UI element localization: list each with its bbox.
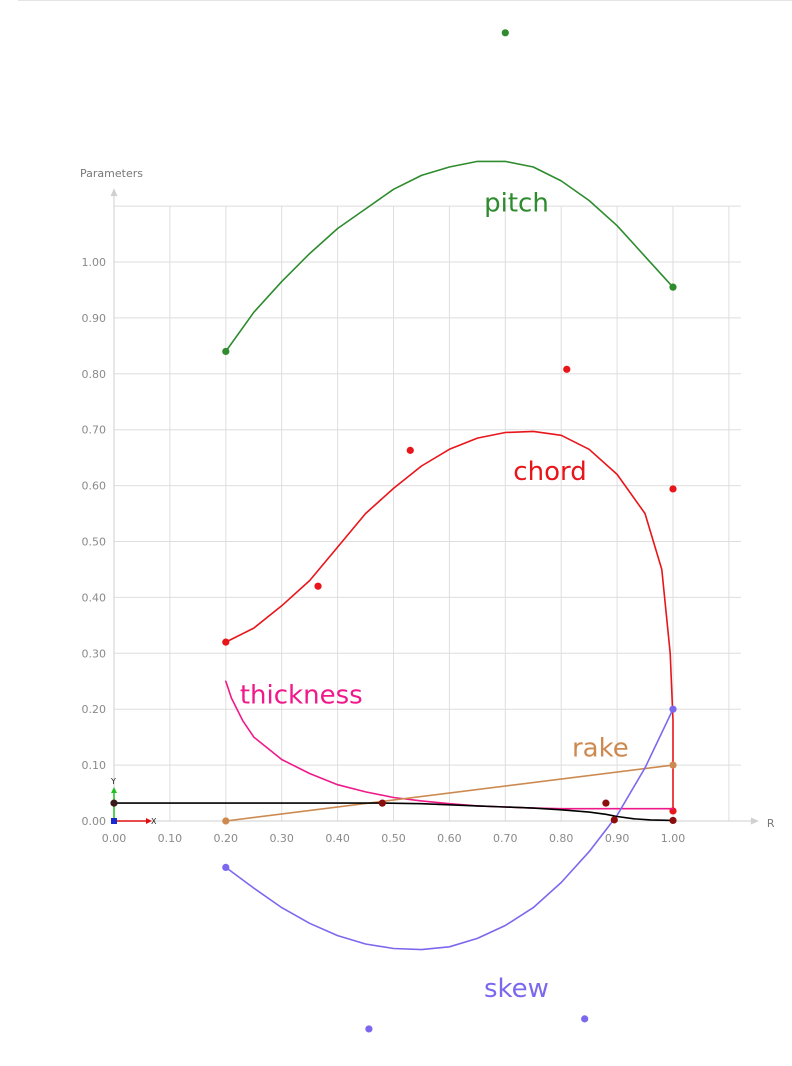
x-axis-arrow-icon bbox=[750, 817, 759, 825]
y-tick-label: 0.90 bbox=[82, 312, 107, 325]
x-tick-label: 0.20 bbox=[214, 832, 239, 845]
x-tick-label: 0.40 bbox=[325, 832, 350, 845]
series-line-skew bbox=[225, 708, 674, 951]
x-tick-label: 1.00 bbox=[661, 832, 686, 845]
control-point-pitch bbox=[669, 283, 677, 291]
x-tick-label: 0.00 bbox=[102, 832, 127, 845]
series-profile bbox=[110, 799, 677, 825]
series-line-pitch bbox=[225, 160, 674, 353]
control-point-skew bbox=[222, 863, 230, 871]
control-point-pitch bbox=[501, 29, 509, 37]
series-label-thickness: thickness bbox=[240, 681, 363, 711]
series-layer: pitch chord thickness rake skew bbox=[110, 29, 677, 1033]
series-label-skew: skew bbox=[484, 974, 549, 1004]
x-axis-title: R bbox=[767, 817, 775, 830]
control-point-chord bbox=[222, 638, 230, 646]
y-tick-label: 0.10 bbox=[82, 759, 107, 772]
control-point-pitch bbox=[222, 347, 230, 356]
control-point-chord bbox=[406, 446, 414, 454]
gizmo-y-label: Y bbox=[110, 777, 116, 786]
control-point-skew bbox=[669, 705, 677, 713]
grid bbox=[114, 205, 741, 821]
x-tick-label: 0.10 bbox=[158, 832, 183, 845]
series-label-rake: rake bbox=[572, 734, 629, 764]
y-tick-label: 0.20 bbox=[82, 703, 107, 716]
control-point-skew bbox=[365, 1025, 373, 1033]
y-tick-label: 0.40 bbox=[82, 591, 107, 604]
control-point-profile bbox=[602, 799, 610, 807]
control-point-profile bbox=[378, 799, 386, 807]
series-pitch: pitch bbox=[222, 29, 677, 356]
gizmo-y-head bbox=[111, 787, 117, 793]
y-tick-label: 0.80 bbox=[82, 368, 107, 381]
control-point-chord bbox=[563, 365, 571, 373]
y-tick-label: 0.70 bbox=[82, 424, 107, 437]
gizmo-origin bbox=[111, 818, 117, 824]
series-thickness: thickness bbox=[225, 680, 674, 810]
control-point-profile bbox=[110, 799, 118, 807]
y-axis-arrow-icon bbox=[110, 188, 118, 197]
control-point-profile bbox=[610, 816, 618, 824]
x-tick-label: 0.50 bbox=[381, 832, 406, 845]
tick-labels: 0.00 0.10 0.20 0.30 0.40 0.50 0.60 0.70 0.80 0.90… bbox=[82, 256, 686, 845]
control-point-chord bbox=[669, 485, 677, 493]
x-tick-label: 0.70 bbox=[493, 832, 518, 845]
series-line-profile bbox=[113, 802, 674, 822]
y-tick-label: 0.50 bbox=[82, 536, 107, 549]
series-line-chord bbox=[225, 430, 674, 812]
control-point-rake bbox=[222, 817, 230, 825]
series-skew: skew bbox=[222, 705, 677, 1033]
series-label-chord: chord bbox=[513, 457, 586, 487]
y-axis-title: Parameters bbox=[80, 167, 143, 180]
series-chord: chord bbox=[222, 365, 677, 815]
top-divider bbox=[18, 0, 792, 1]
control-point-chord bbox=[314, 582, 322, 590]
series-rake: rake bbox=[222, 734, 677, 825]
series-label-pitch: pitch bbox=[484, 189, 549, 219]
control-point-skew bbox=[581, 1015, 589, 1023]
gizmo-x-label: X bbox=[151, 817, 157, 826]
gizmo-x-head bbox=[146, 818, 152, 824]
axes bbox=[110, 188, 759, 825]
x-tick-label: 0.80 bbox=[549, 832, 574, 845]
y-tick-label: 0.00 bbox=[82, 815, 107, 828]
series-line-thickness bbox=[225, 680, 674, 810]
series-line-rake bbox=[225, 764, 674, 822]
control-point-rake bbox=[669, 761, 677, 769]
y-tick-label: 0.60 bbox=[82, 480, 107, 493]
x-tick-label: 0.30 bbox=[269, 832, 294, 845]
axis-gizmo-icon: XY bbox=[110, 777, 157, 826]
y-tick-label: 0.30 bbox=[82, 647, 107, 660]
control-point-profile bbox=[669, 816, 677, 825]
y-tick-label: 1.00 bbox=[82, 256, 107, 269]
x-tick-label: 0.90 bbox=[605, 832, 630, 845]
x-tick-label: 0.60 bbox=[437, 832, 462, 845]
